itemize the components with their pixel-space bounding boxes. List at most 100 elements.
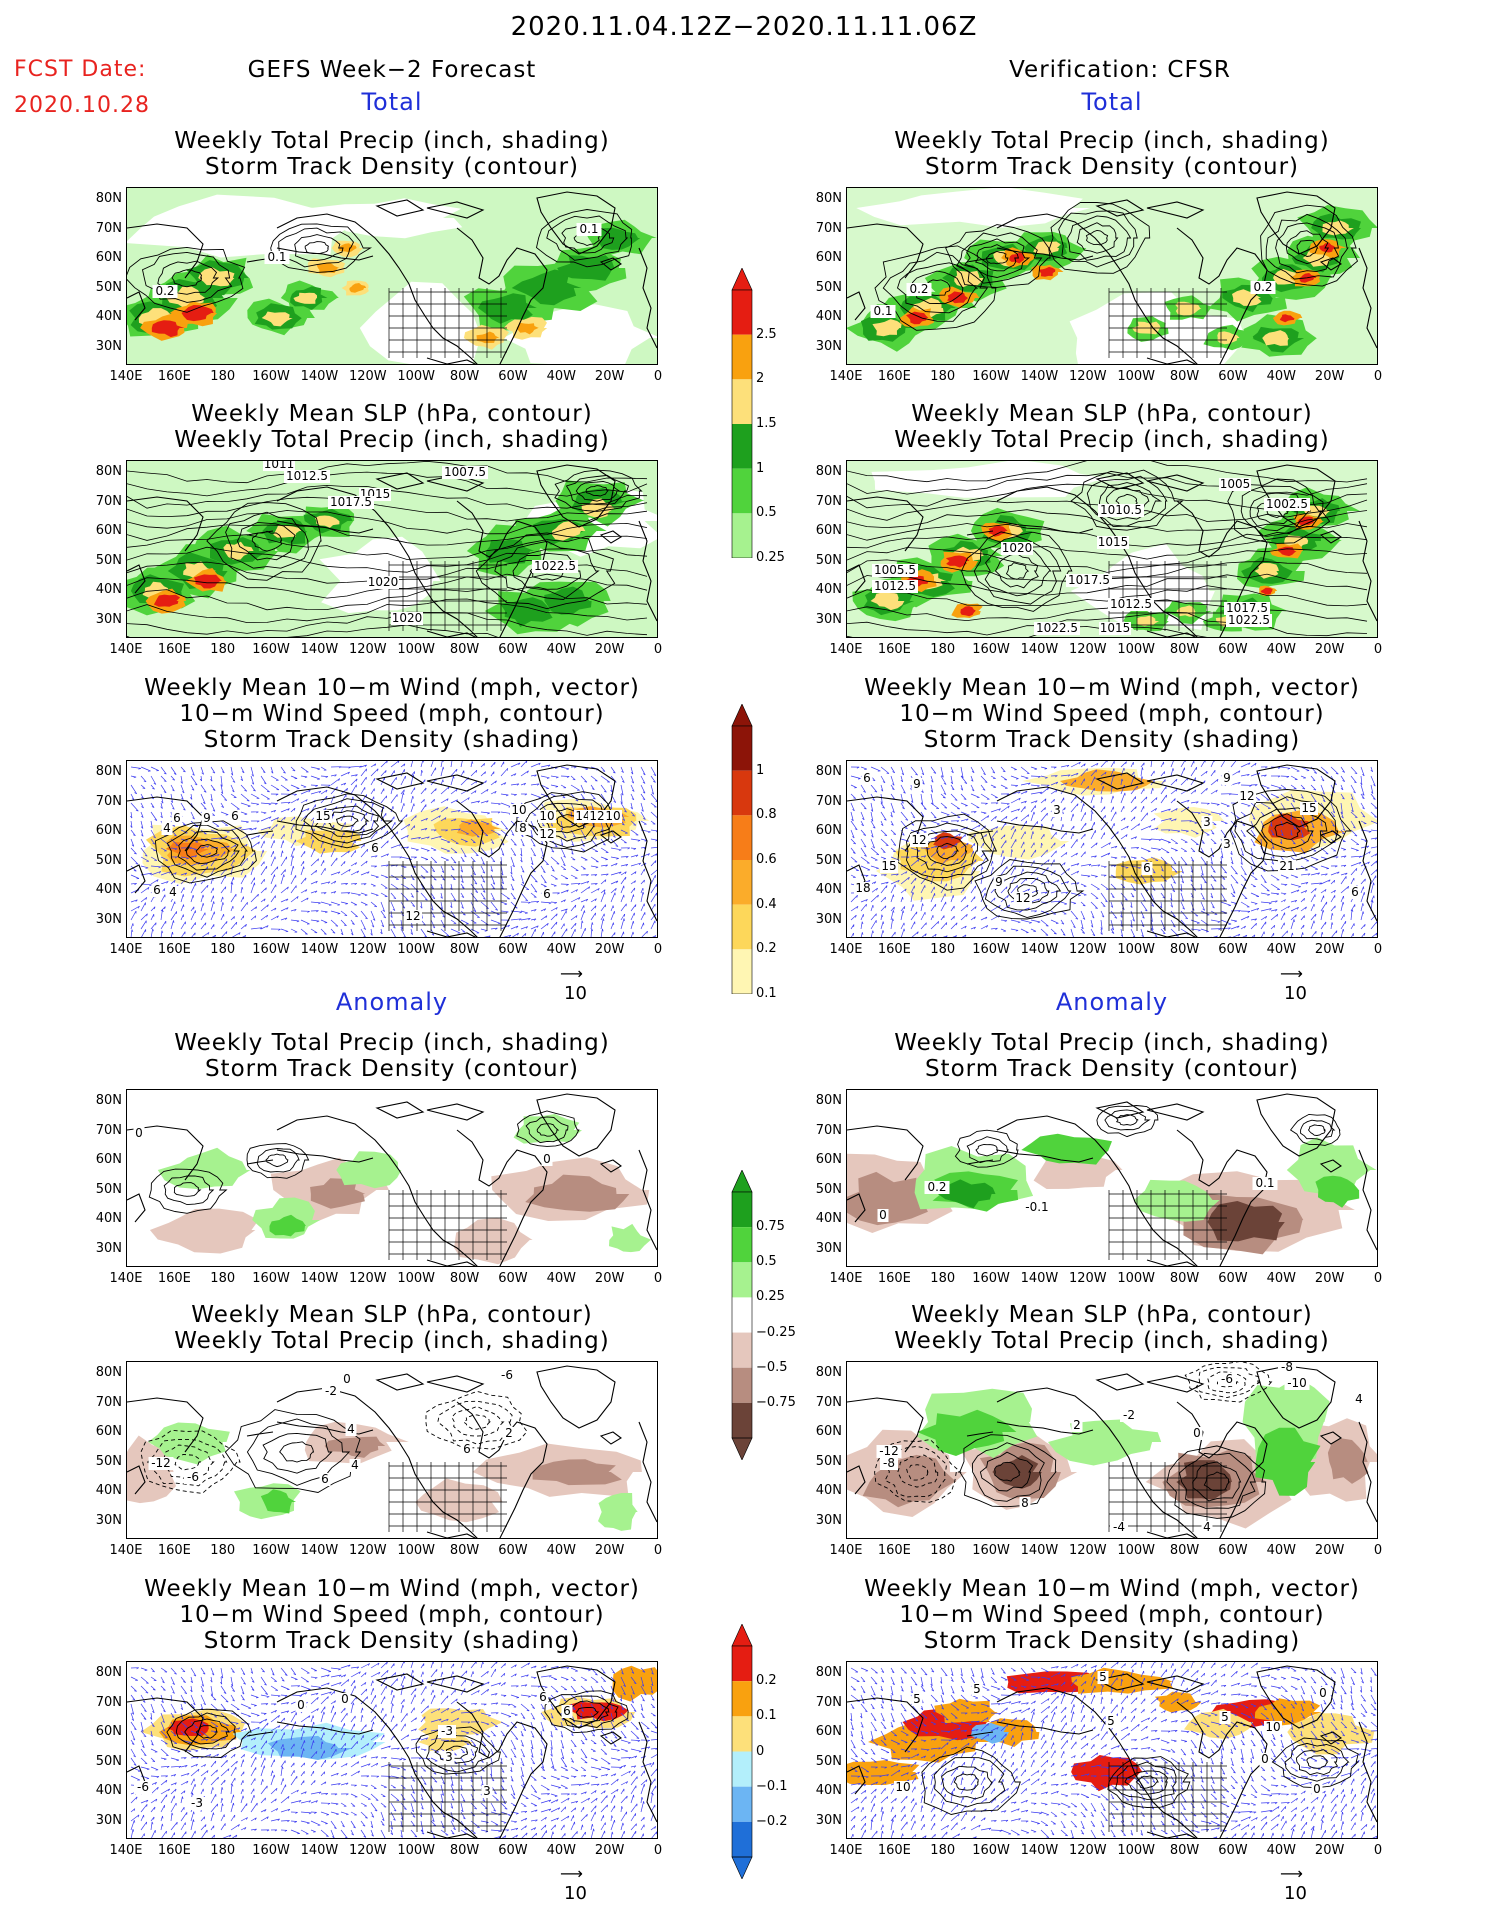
panel-title: Weekly Mean SLP (hPa, contour) Weekly Tot… <box>894 401 1330 453</box>
contour-label: 3 <box>1223 837 1231 851</box>
colorbar-tick-label: 0.5 <box>756 1254 777 1270</box>
latitude-label: 80N <box>95 464 122 479</box>
contour-label: 0 <box>1261 1752 1269 1766</box>
longitude-label: 160W <box>972 1271 1010 1286</box>
longitude-label: 160E <box>157 642 191 657</box>
colorbar-tick-label: 0.6 <box>756 852 777 867</box>
longitude-label: 40W <box>546 369 576 384</box>
longitude-label: 120W <box>348 942 387 957</box>
map-panel-wind-verification: 6 9 9 12 15 12 3 3 15 21 18 9 12 6 3 6 <box>846 760 1378 938</box>
contour-label: 4 <box>1203 1520 1211 1534</box>
latitude-label: 70N <box>815 220 842 236</box>
contour-label: 6 <box>1143 861 1151 875</box>
latitude-label: 70N <box>95 1694 122 1710</box>
longitude-label: 140E <box>109 1843 143 1858</box>
contour-label: 1017.5 <box>330 495 372 509</box>
vector-reference-left-anomaly: ⟶ 10 <box>560 1864 587 1904</box>
colorbar-tick-label: 0.25 <box>756 550 785 565</box>
longitude-label: 20W <box>1314 1543 1345 1558</box>
section-total-right: Total <box>1081 88 1143 116</box>
longitude-label: 140W <box>1020 1271 1059 1286</box>
panel-title: Weekly Mean SLP (hPa, contour) Weekly Tot… <box>894 1302 1330 1354</box>
contour-label: -12 <box>151 1456 171 1470</box>
contour-label: 6 <box>543 887 551 901</box>
longitude-label: 20W <box>1314 942 1345 957</box>
contour-label: 0 <box>297 1698 305 1712</box>
longitude-label: 180 <box>930 642 956 657</box>
contour-label: 10 <box>511 803 526 817</box>
latitude-label: 30N <box>815 1812 842 1828</box>
latitude-label: 50N <box>815 279 842 295</box>
latitude-label: 70N <box>815 1394 842 1410</box>
contour-label: 0 <box>543 1152 551 1166</box>
longitude-label: 20W <box>1314 1271 1345 1286</box>
longitude-label: 0 <box>1373 942 1383 957</box>
longitude-label: 0 <box>1373 1543 1383 1558</box>
colorbar-tick-label: 0 <box>756 1743 765 1759</box>
contour-label: 1022.5 <box>534 559 576 573</box>
latitude-label: 40N <box>815 309 842 324</box>
longitude-label: 120W <box>348 642 387 657</box>
latitude-label: 60N <box>815 1424 842 1439</box>
contour-label: 15 <box>315 809 330 823</box>
longitude-label: 140W <box>300 642 339 657</box>
longitude-label: 60W <box>498 1843 528 1858</box>
longitude-label: 80W <box>1169 642 1200 657</box>
latitude-label: 70N <box>95 793 122 809</box>
longitude-label: 160E <box>157 1271 191 1286</box>
contour-label: 18 <box>855 881 870 895</box>
contour-label: 12 <box>1015 891 1030 905</box>
contour-label: 12 <box>539 827 554 841</box>
longitude-label: 160W <box>972 1543 1010 1558</box>
longitude-label: 60W <box>498 642 528 657</box>
longitude-label: 180 <box>930 1271 956 1286</box>
contour-label: 6 <box>371 841 379 855</box>
longitude-label: 40W <box>1266 1543 1296 1558</box>
longitude-label: 0 <box>653 1271 663 1286</box>
contour-label: 1017.5 <box>1226 601 1268 615</box>
latitude-label: 30N <box>95 1812 122 1828</box>
fcst-date-value: 2020.10.28 <box>14 93 150 118</box>
latitude-label: 80N <box>95 1365 122 1380</box>
longitude-label: 80W <box>1169 369 1200 384</box>
longitude-label: 40W <box>1266 942 1296 957</box>
longitude-label: 160W <box>972 642 1010 657</box>
colorbar-tick-label: 0.8 <box>756 807 777 823</box>
contour-label: 12 <box>1239 789 1254 803</box>
longitude-label: 100W <box>1117 642 1155 657</box>
colorbar-tick-label: 0.25 <box>756 1289 785 1305</box>
colorbar-tick-label: 0.75 <box>756 1219 785 1235</box>
latitude-label: 50N <box>815 552 842 568</box>
longitude-label: 0 <box>653 1543 663 1558</box>
longitude-label: 160E <box>157 942 191 957</box>
contour-label: 3 <box>1203 815 1211 829</box>
latitude-label: 80N <box>815 464 842 479</box>
latitude-label: 50N <box>95 279 122 295</box>
longitude-label: 40W <box>1266 369 1296 384</box>
panel-title: Weekly Total Precip (inch, shading) Storm… <box>894 128 1330 180</box>
longitude-label: 160W <box>252 642 290 657</box>
longitude-label: 20W <box>594 642 625 657</box>
contour-label: 0 <box>1193 1426 1201 1440</box>
contour-label: -10 <box>1287 1376 1307 1390</box>
latitude-label: 60N <box>815 1724 842 1739</box>
longitude-label: 160W <box>252 1543 290 1558</box>
longitude-label: 140W <box>1020 942 1059 957</box>
latitude-label: 30N <box>95 1512 122 1528</box>
longitude-label: 120W <box>1068 642 1107 657</box>
contour-label: 1012.5 <box>874 579 916 593</box>
longitude-label: 140E <box>109 642 143 657</box>
longitude-label: 140W <box>300 369 339 384</box>
colorbar-tick-label: 0.4 <box>756 896 777 912</box>
contour-label: 1022.5 <box>1228 613 1270 627</box>
longitude-label: 40W <box>546 1843 576 1858</box>
contour-label: 9 <box>913 777 921 791</box>
longitude-label: 100W <box>1117 369 1155 384</box>
longitude-label: 140E <box>109 1543 143 1558</box>
latitude-label: 50N <box>95 1753 122 1769</box>
contour-label: 9 <box>1223 771 1231 785</box>
latitude-label: 50N <box>815 1181 842 1197</box>
contour-label: 1020 <box>368 575 399 589</box>
contour-label: 3 <box>1053 803 1061 817</box>
contour-label: 5 <box>1099 1670 1107 1684</box>
